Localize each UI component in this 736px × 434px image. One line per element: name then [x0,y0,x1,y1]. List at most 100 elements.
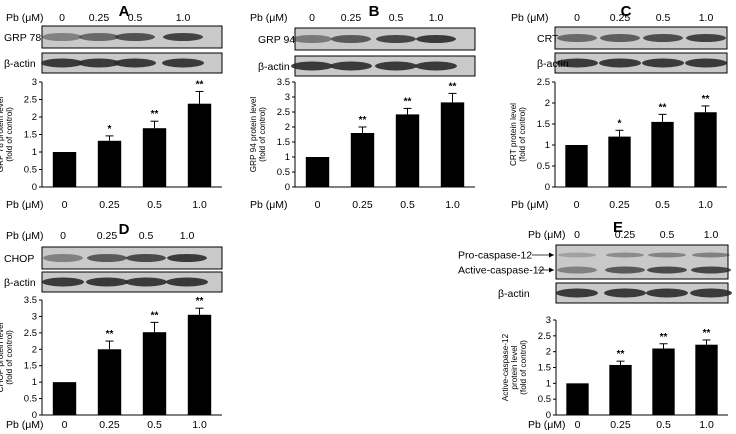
y-tick-label: 2.5 [277,107,290,118]
band [126,254,166,262]
x-axis-label: Pb (μM) [6,199,44,211]
x-axis-label: Pb (μM) [6,419,44,431]
conc-header-value: 0.5 [656,12,671,24]
significance-label: * [108,124,112,135]
y-tick-label: 2 [285,122,290,133]
conc-header-value: 0.25 [89,12,110,24]
actin-label: β-actin [4,58,36,70]
arrow-head [549,252,554,258]
conc-header-value: 0 [309,12,315,24]
actin-band [556,288,598,298]
x-tick-label: 0.25 [352,199,373,211]
y-tick-label: 0 [32,182,37,193]
y-tick-label: 2 [546,347,551,358]
significance-label: ** [196,79,204,90]
actin-band [599,58,641,68]
conc-header-value: 0.25 [615,229,636,241]
y-axis-label: (fold of control) [5,330,14,385]
panel-b: B Pb (μM) 0 0.25 0.5 1.0 GRP 94 β-actin 0 0.5 1 1.5… [249,3,476,211]
band [87,254,127,262]
conc-header-value: 0.5 [139,230,154,242]
bar [142,332,167,415]
x-tick-label: 0.5 [147,419,162,431]
y-tick-label: 0 [545,182,550,193]
y-tick-label: 0 [32,410,37,421]
band [163,33,203,41]
y-tick-label: 0.5 [24,394,37,405]
y-tick-label: 0 [285,182,290,193]
bar [97,140,122,187]
conc-header-value: 0.5 [660,229,675,241]
y-tick-label: 2 [32,344,37,355]
y-tick-label: 3 [32,311,37,322]
actin-band [556,58,598,68]
conc-header-value: 0.25 [610,12,631,24]
bar [52,152,77,187]
conc-header-label: Pb (μM) [6,12,44,24]
x-tick-label: 0 [574,199,580,211]
panel-letter: A [119,3,130,20]
band [42,33,82,41]
y-tick-label: 0 [546,410,551,421]
bar [565,145,588,187]
y-tick-label: 2.5 [537,77,550,88]
x-tick-label: 0.25 [609,199,630,211]
panel-letter: B [369,3,380,20]
significance-label: ** [151,109,159,120]
actin-band [375,61,417,71]
y-tick-label: 3.5 [277,77,290,88]
conc-header-value: 0.25 [97,230,118,242]
conc-header-value: 1.0 [180,230,195,242]
x-tick-label: 0.5 [656,419,671,431]
blot-strip [554,26,728,50]
actin-label: β-actin [4,277,36,289]
conc-header-value: 0 [59,12,65,24]
y-tick-label: 2.5 [24,95,37,106]
y-axis-label: Active-caspase-12 [501,333,510,401]
bar [566,383,589,415]
actin-band [78,58,120,68]
x-tick-label: 0.5 [147,199,162,211]
y-tick-label: 1 [285,152,290,163]
y-axis-label: (fold of control) [518,107,527,162]
panel-letter: E [613,219,623,236]
x-tick-label: 1.0 [699,419,714,431]
conc-header-label: Pb (μM) [6,230,44,242]
actin-band [166,277,208,287]
actin-band [685,58,727,68]
x-tick-label: 0 [62,199,68,211]
panel-d: DPb (μM) 0 0.25 0.5 1.0CHOPβ-actin00.511.522… [0,221,223,431]
x-tick-label: 0 [315,199,321,211]
band [692,252,730,258]
y-axis-label: CHOP protein level [0,322,5,392]
bar [652,348,675,415]
blot-strip [555,244,729,280]
actin-band [125,277,167,287]
actin-band [690,288,732,298]
blot-label: GRP 94 [258,34,295,46]
conc-header-value: 0.25 [341,12,362,24]
bar [694,112,717,187]
significance-label: ** [404,96,412,107]
x-tick-label: 0.5 [400,199,415,211]
y-axis-label: (fold of control) [258,107,267,162]
y-axis-label: GRP 94 protein level [249,97,258,173]
band [605,266,645,274]
x-tick-label: 0.5 [655,199,670,211]
conc-header-value: 1.0 [704,229,719,241]
panel-letter: C [621,3,632,20]
bar [142,128,167,187]
x-tick-label: 1.0 [445,199,460,211]
bar [651,121,674,187]
conc-header-label: Pb (μM) [511,12,549,24]
actin-band [42,277,84,287]
band [43,254,83,262]
conc-header-value: 1.0 [176,12,191,24]
actin-band [330,61,372,71]
band [292,35,332,43]
band [558,252,596,258]
y-tick-label: 1.5 [538,363,551,374]
bar [608,136,631,187]
x-tick-label: 0.25 [99,199,120,211]
significance-label: ** [449,81,457,92]
